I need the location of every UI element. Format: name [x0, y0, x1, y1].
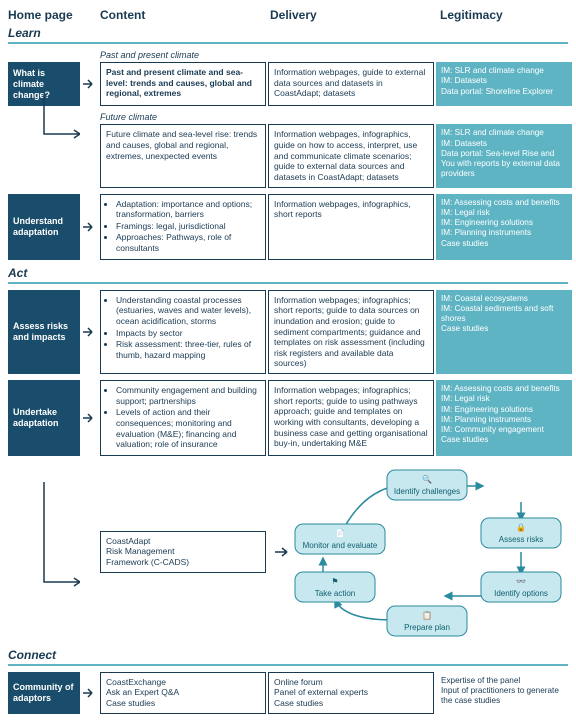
home-understand-adaptation: Understand adaptation	[8, 194, 80, 260]
svg-text:Prepare plan: Prepare plan	[404, 623, 450, 632]
delivery-past-present: Information webpages, guide to external …	[268, 62, 434, 106]
cycle-diagram: 🔍 Identify challenges 🔒 Assess risks 👓 I…	[268, 462, 572, 642]
section-connect-title: Connect	[8, 648, 568, 662]
connect-row-1: Community of adaptors CoastExchangeAsk a…	[8, 672, 568, 714]
section-connect-rule	[8, 664, 568, 666]
content-past-present-text: Past and present climate and sea-level: …	[106, 67, 252, 98]
learn-row-3: Understand adaptation Adaptation: import…	[8, 194, 568, 260]
bullet: Community engagement and building suppor…	[116, 385, 260, 406]
bullet: Understanding coastal processes (estuari…	[116, 295, 260, 327]
arrow-icon	[82, 194, 98, 260]
legitimacy-future: IM: SLR and climate changeIM: DatasetsDa…	[436, 124, 572, 187]
learn-row-2: Future climate and sea-level rise: trend…	[8, 124, 568, 187]
svg-text:⚑: ⚑	[331, 577, 338, 586]
svg-text:📄: 📄	[335, 528, 345, 538]
section-learn-title: Learn	[8, 26, 568, 40]
arrow-icon	[82, 62, 98, 106]
section-learn-rule	[8, 42, 568, 44]
svg-text:Identify options: Identify options	[494, 589, 548, 598]
svg-text:🔍: 🔍	[422, 474, 432, 484]
bullet: Adaptation: importance and options; tran…	[116, 199, 260, 220]
legitimacy-community: Expertise of the panelInput of practitio…	[436, 672, 572, 714]
act-row-3: CoastAdaptRisk ManagementFramework (C-CA…	[8, 462, 568, 642]
svg-text:📋: 📋	[422, 610, 432, 620]
content-understand: Adaptation: importance and options; tran…	[100, 194, 266, 260]
subheading-future: Future climate	[100, 112, 568, 122]
subheading-past-present: Past and present climate	[100, 50, 568, 60]
bullet: Approaches: Pathways, role of consultant…	[116, 232, 260, 253]
delivery-understand: Information webpages, infographics, shor…	[268, 194, 434, 260]
content-past-present: Past and present climate and sea-level: …	[100, 62, 266, 106]
act-row-2: Undertake adaptation Community engagemen…	[8, 380, 568, 456]
legitimacy-assess: IM: Coastal ecosystemsIM: Coastal sedime…	[436, 290, 572, 374]
header-home: Home page	[8, 8, 96, 22]
content-ccads: CoastAdaptRisk ManagementFramework (C-CA…	[100, 531, 266, 573]
svg-text:👓: 👓	[516, 577, 526, 586]
header-legitimacy: Legitimacy	[440, 8, 576, 22]
home-undertake-adaptation: Undertake adaptation	[8, 380, 80, 456]
svg-text:Identify challenges: Identify challenges	[394, 487, 460, 496]
svg-text:Assess risks: Assess risks	[499, 535, 543, 544]
arrow-icon	[82, 290, 98, 374]
content-community: CoastExchangeAsk an Expert Q&ACase studi…	[100, 672, 266, 714]
header-content: Content	[100, 8, 266, 22]
bullet: Impacts by sector	[116, 328, 260, 339]
legitimacy-undertake: IM: Assessing costs and benefitsIM: Lega…	[436, 380, 572, 456]
bullet: Framings: legal, jurisdictional	[116, 221, 260, 232]
home-assess-risks: Assess risks and impacts	[8, 290, 80, 374]
content-assess: Understanding coastal processes (estuari…	[100, 290, 266, 374]
svg-text:Take action: Take action	[315, 589, 355, 598]
act-row-1: Assess risks and impacts Understanding c…	[8, 290, 568, 374]
svg-text:🔒: 🔒	[516, 523, 526, 532]
content-undertake: Community engagement and building suppor…	[100, 380, 266, 456]
column-headers: Home page Content Delivery Legitimacy	[8, 8, 568, 22]
bullet: Levels of action and their consequences;…	[116, 407, 260, 450]
spacer	[82, 124, 98, 187]
section-act-title: Act	[8, 266, 568, 280]
delivery-community: Online forumPanel of external expertsCas…	[268, 672, 434, 714]
learn-row-1: What is climate change? Past and present…	[8, 62, 568, 106]
header-delivery: Delivery	[270, 8, 436, 22]
home-community: Community of adaptors	[8, 672, 80, 714]
delivery-undertake: Information webpages; infographics; shor…	[268, 380, 434, 456]
legitimacy-understand: IM: Assessing costs and benefitsIM: Lega…	[436, 194, 572, 260]
legitimacy-past-present: IM: SLR and climate changeIM: DatasetsDa…	[436, 62, 572, 106]
arrow-icon	[82, 672, 98, 714]
arrow-icon	[82, 380, 98, 456]
section-act-rule	[8, 282, 568, 284]
content-future: Future climate and sea-level rise: trend…	[100, 124, 266, 187]
delivery-future: Information webpages, infographics, guid…	[268, 124, 434, 187]
bullet: Risk assessment: three-tier, rules of th…	[116, 339, 260, 360]
elbow-connector	[8, 124, 80, 187]
svg-text:Monitor and evaluate: Monitor and evaluate	[303, 541, 378, 550]
delivery-assess: Information webpages; infographics; shor…	[268, 290, 434, 374]
